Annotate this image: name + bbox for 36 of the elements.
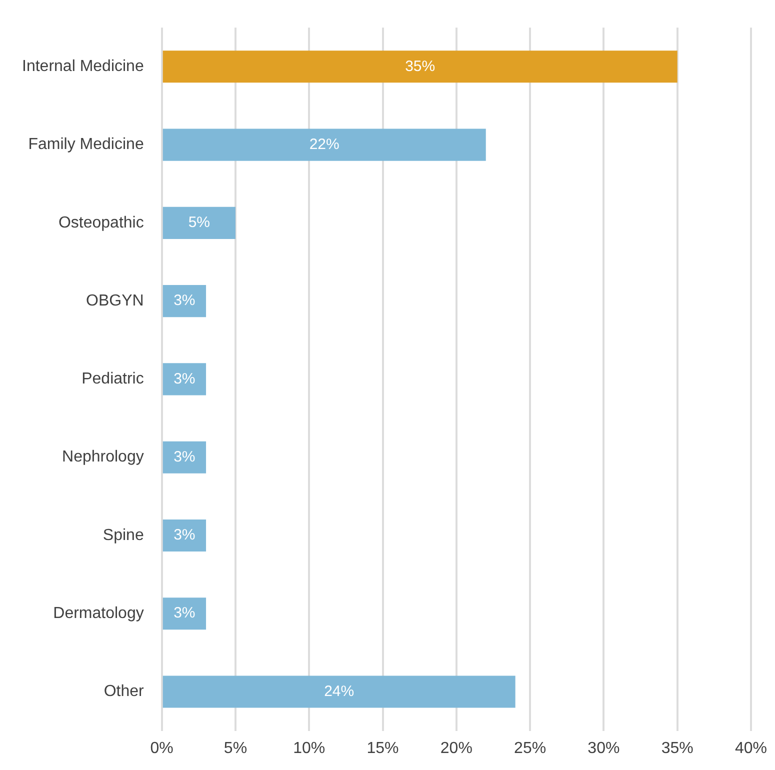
data-label: 3% — [174, 370, 196, 388]
y-tick-label: OBGYN — [86, 292, 144, 310]
y-tick-label: Other — [104, 683, 145, 700]
data-label: 3% — [174, 604, 196, 622]
bar — [162, 128, 486, 161]
y-tick-label: Nephrology — [62, 448, 144, 466]
y-tick-label: Internal Medicine — [22, 58, 144, 76]
bar — [162, 519, 206, 552]
data-label: 3% — [174, 526, 196, 544]
x-tick-label: 35% — [661, 740, 694, 757]
y-tick-label: Family Medicine — [28, 136, 144, 154]
x-tick-label: 20% — [440, 740, 472, 757]
x-tick-label: 15% — [366, 740, 399, 757]
bar — [162, 441, 206, 474]
y-tick-label: Spine — [102, 526, 144, 544]
data-label: 22% — [309, 136, 340, 153]
y-tick-label: Pediatric — [82, 370, 144, 388]
data-label: 35% — [405, 58, 436, 75]
bar — [162, 285, 206, 318]
bar — [162, 206, 236, 239]
bar — [162, 598, 206, 630]
x-tick-label: 25% — [514, 740, 546, 757]
bar — [162, 363, 206, 396]
x-tick-label: 30% — [588, 740, 620, 757]
data-label: 3% — [174, 448, 196, 466]
x-tick-label: 0% — [150, 740, 174, 757]
x-tick-label: 40% — [734, 740, 768, 757]
data-label: 24% — [324, 682, 354, 700]
y-tick-label: Osteopathic — [58, 214, 144, 232]
data-label: 5% — [188, 214, 210, 232]
bar — [162, 50, 678, 83]
bar — [162, 676, 516, 708]
y-tick-label: Dermatology — [53, 605, 144, 622]
x-tick-label: 10% — [293, 740, 326, 757]
data-label: 3% — [174, 292, 196, 310]
x-tick-label: 5% — [224, 740, 248, 757]
